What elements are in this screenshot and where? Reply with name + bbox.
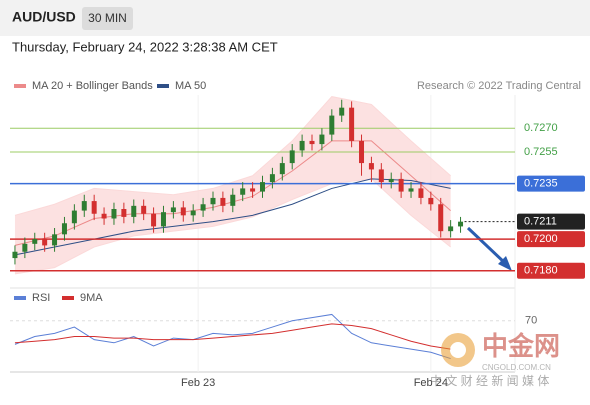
candle-body bbox=[438, 204, 444, 232]
candle-body bbox=[289, 150, 295, 164]
overlay-line bbox=[14, 178, 451, 256]
legend-swatch bbox=[157, 84, 169, 88]
candle-body bbox=[160, 212, 166, 227]
candle-body bbox=[101, 213, 107, 219]
candle-body bbox=[359, 140, 365, 164]
candle-body bbox=[309, 140, 315, 145]
level-label-box bbox=[517, 231, 585, 248]
level-label: 0.7235 bbox=[524, 178, 558, 190]
candle-body bbox=[319, 134, 325, 145]
watermark-site: CNGOLD.COM.CN bbox=[482, 363, 551, 372]
x-tick-label: Feb 23 bbox=[181, 377, 215, 389]
current-price-label: 0.7211 bbox=[524, 216, 557, 228]
current-price-box bbox=[517, 213, 585, 230]
bollinger-band bbox=[14, 96, 451, 274]
candle-body bbox=[418, 188, 424, 198]
candle-body bbox=[180, 207, 186, 216]
level-label: 0.7200 bbox=[524, 233, 558, 245]
legend-swatch bbox=[14, 84, 26, 88]
candle-body bbox=[368, 163, 374, 170]
legend-label: MA 20 + Bollinger Bands bbox=[32, 80, 153, 92]
candle-body bbox=[408, 188, 414, 192]
candle-body bbox=[111, 209, 117, 219]
rsi-line bbox=[14, 323, 451, 350]
legend-label: MA 50 bbox=[175, 80, 206, 92]
interval: 30 MIN bbox=[88, 11, 127, 25]
level-label: 0.7180 bbox=[524, 265, 558, 277]
legend-swatch bbox=[62, 296, 74, 300]
symbol: AUD/USD bbox=[12, 9, 76, 25]
rsi-line bbox=[14, 313, 451, 360]
candle-body bbox=[448, 226, 454, 232]
bollinger-upper bbox=[14, 96, 451, 216]
candle-body bbox=[91, 201, 97, 214]
watermark: 中金网 CNGOLD.COM.CN 中 文 财 经 新 闻 媒 体 bbox=[430, 331, 560, 388]
candle-body bbox=[190, 210, 196, 216]
candle-body bbox=[200, 204, 206, 211]
legend-label: 9MA bbox=[80, 292, 103, 304]
candle-body bbox=[22, 243, 28, 252]
candle-body bbox=[329, 115, 335, 135]
candle-body bbox=[339, 107, 345, 116]
bollinger-lower bbox=[14, 178, 451, 275]
candle-body bbox=[428, 197, 434, 205]
legend-swatch bbox=[14, 296, 26, 300]
candle-body bbox=[81, 201, 87, 211]
candle-body bbox=[52, 234, 58, 246]
legend-label: RSI bbox=[32, 292, 50, 304]
candle-body bbox=[32, 239, 38, 244]
interval-badge bbox=[82, 7, 133, 30]
x-tick-label: Feb 24 bbox=[414, 377, 448, 389]
candle-body bbox=[61, 223, 67, 235]
candle-body bbox=[151, 213, 157, 227]
candle-body bbox=[269, 174, 275, 183]
candle-body bbox=[378, 169, 384, 183]
candle-body bbox=[250, 188, 256, 192]
level-label: 0.7270 bbox=[524, 122, 558, 134]
rsi-tick-label: 70 bbox=[525, 315, 537, 327]
candle-body bbox=[131, 205, 137, 217]
candle-body bbox=[458, 221, 464, 227]
arrow-head bbox=[498, 256, 512, 271]
candle-body bbox=[141, 205, 147, 214]
candle-body bbox=[299, 140, 305, 151]
level-label-box bbox=[517, 175, 585, 192]
candle-body bbox=[42, 239, 48, 246]
candle-body bbox=[398, 178, 404, 192]
level-label-box bbox=[517, 262, 585, 279]
candle-body bbox=[71, 210, 77, 224]
watermark-tagline: 中 文 财 经 新 闻 媒 体 bbox=[430, 373, 549, 388]
candle-body bbox=[220, 197, 226, 206]
candle-body bbox=[349, 107, 355, 141]
candle-body bbox=[240, 188, 246, 195]
watermark-logo-inner bbox=[450, 342, 466, 358]
candle-body bbox=[260, 182, 265, 192]
timestamp: Thursday, February 24, 2022 3:28:38 AM C… bbox=[12, 39, 278, 54]
candle-body bbox=[210, 197, 216, 205]
level-label: 0.7255 bbox=[524, 146, 558, 158]
candle-body bbox=[230, 194, 236, 206]
candle-body bbox=[121, 209, 127, 217]
candle-body bbox=[12, 251, 18, 259]
credit: Research © 2022 Trading Central bbox=[417, 80, 581, 92]
watermark-logo-text: 中金网 bbox=[482, 331, 560, 361]
arrow-shaft bbox=[466, 226, 508, 266]
candle-body bbox=[388, 178, 394, 183]
candle-body bbox=[170, 207, 176, 213]
candle-body bbox=[279, 163, 285, 175]
